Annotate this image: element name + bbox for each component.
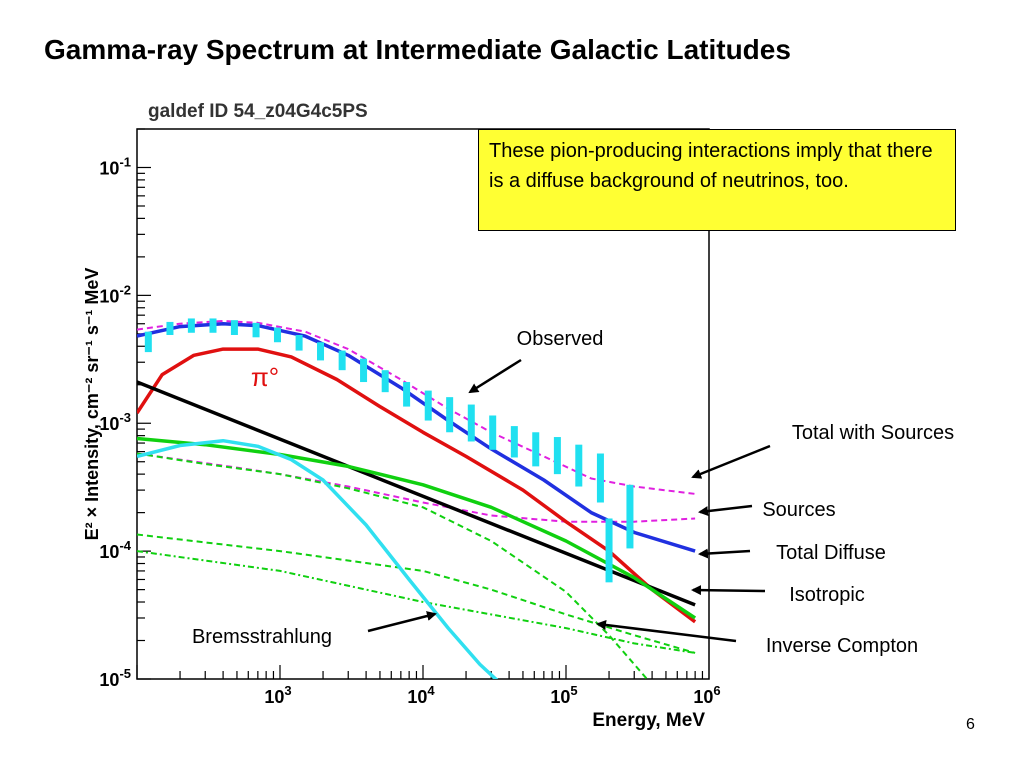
series-total-diffuse: [137, 321, 696, 553]
observed-error-bar: [317, 342, 325, 361]
x-tick-label: 103: [264, 683, 291, 707]
series-total-with-sources: [137, 320, 696, 495]
annotation-label: Observed: [517, 328, 604, 350]
tick-labels: 103 104 105 106 10-5 10-4 10-3 10-2 10-1: [99, 154, 720, 707]
y-tick-label: 10-5: [99, 666, 131, 690]
annotation-arrow: [468, 358, 522, 394]
observed-error-bar: [403, 382, 411, 407]
observed-error-bar: [381, 370, 389, 393]
x-axis-label: Energy, MeV: [592, 710, 705, 731]
series-sources: [137, 452, 696, 523]
annotation-arrow: [691, 585, 766, 596]
slide-title: Gamma-ray Spectrum at Intermediate Galac…: [44, 34, 791, 65]
observed-error-bar: [489, 415, 497, 450]
observed-error-bar: [252, 322, 260, 338]
y-axis-label: E² × Intensity, cm⁻² sr⁻¹ s⁻¹ MeV: [82, 268, 102, 541]
annotation-label: Sources: [762, 499, 835, 521]
x-tick-label: 106: [693, 683, 720, 707]
observed-error-bar: [510, 426, 518, 458]
observed-error-bar: [230, 320, 238, 335]
observed-error-bar: [424, 390, 432, 421]
observed-error-bar: [532, 432, 540, 467]
observed-error-bar: [338, 350, 346, 371]
observed-error-bar: [295, 334, 303, 351]
observed-error-bar: [209, 318, 217, 333]
annotation-label: Inverse Compton: [766, 635, 918, 657]
annotation-label: Total Diffuse: [776, 542, 886, 564]
observed-error-bar: [626, 484, 634, 549]
annotation-label: Bremsstrahlung: [192, 626, 332, 648]
annotation-label: π°: [251, 362, 279, 392]
observed-error-bar: [596, 453, 604, 503]
y-tick-label: 10-2: [99, 282, 131, 306]
observed-error-bar: [166, 321, 174, 335]
annotation-arrow: [698, 548, 751, 559]
x-tick-label: 104: [407, 683, 435, 707]
observed-error-bar: [575, 444, 583, 487]
series-bremsstrahlung: [137, 438, 499, 679]
annotation-arrow: [691, 444, 771, 479]
series-isotropic: [137, 380, 696, 607]
y-tick-label: 10-3: [99, 410, 131, 434]
series-: [137, 347, 697, 624]
annotation-label: Total with Sources: [792, 422, 954, 444]
x-tick-label: 105: [550, 683, 577, 707]
observed-error-bar: [187, 318, 195, 333]
annotation-arrow: [596, 620, 737, 643]
y-tick-label: 10-4: [99, 538, 131, 562]
observed-error-bar: [144, 331, 152, 353]
chart-title: galdef ID 54_z04G4c5PS: [148, 101, 368, 122]
page-number: 6: [966, 716, 975, 733]
annotation-arrow: [367, 611, 437, 633]
observed-error-bar: [446, 397, 454, 433]
series-component-7: [137, 533, 696, 654]
annotation-label: Isotropic: [789, 584, 865, 606]
neutrino-callout: These pion-producing interactions imply …: [478, 129, 956, 231]
observed-error-bar: [467, 404, 475, 442]
series-component-6: [137, 452, 649, 679]
observed-error-bar: [553, 437, 561, 475]
observed-error-bar: [360, 358, 368, 383]
y-tick-label: 10-1: [99, 154, 131, 178]
annotation-arrow: [698, 504, 753, 517]
observed-error-bar: [273, 327, 281, 343]
observed-data: [144, 318, 634, 583]
annotation-layer: Observed π° Total with Sources Sources Total…: [192, 328, 954, 657]
observed-error-bar: [605, 518, 613, 583]
